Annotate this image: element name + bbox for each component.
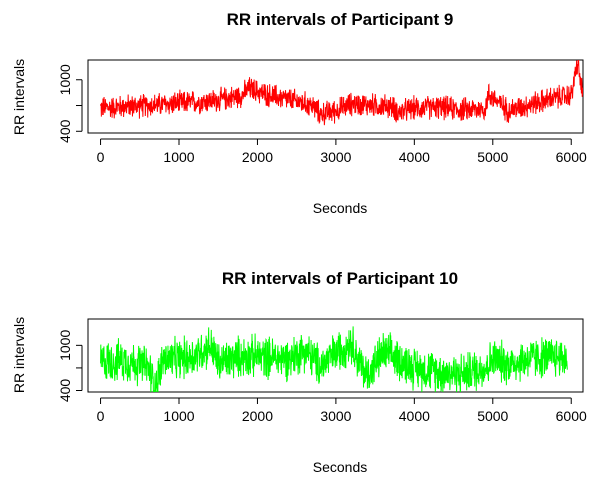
chart-panel-participant-10: RR intervals of Participant 10 0 1000 2000… <box>11 269 587 475</box>
y-tick-label: 1000 <box>57 64 73 95</box>
chart-title: RR intervals of Participant 9 <box>227 10 454 29</box>
y-tick-label: 400 <box>57 119 73 143</box>
x-tick-label: 1000 <box>163 408 194 424</box>
series-participant-9 <box>100 60 583 126</box>
plot-frame <box>87 318 584 393</box>
y-axis: 400 1000 <box>57 330 83 403</box>
x-axis: 0 1000 2000 3000 4000 5000 6000 <box>97 397 587 424</box>
x-tick-label: 2000 <box>242 149 273 165</box>
chart-panel-participant-9: RR intervals of Participant 9 0 1000 2000 3… <box>11 10 587 216</box>
x-tick-label: 3000 <box>320 408 351 424</box>
series-line <box>100 326 568 392</box>
y-axis: 400 1000 <box>57 64 83 143</box>
series-participant-10 <box>100 326 568 392</box>
x-tick-label: 2000 <box>242 408 273 424</box>
y-axis-label: RR intervals <box>11 317 27 393</box>
x-axis-label: Seconds <box>313 459 367 475</box>
x-axis-label: Seconds <box>313 200 367 216</box>
x-tick-label: 0 <box>97 408 105 424</box>
y-tick-label: 400 <box>57 379 73 403</box>
y-axis-label: RR intervals <box>11 59 27 135</box>
x-axis: 0 1000 2000 3000 4000 5000 6000 <box>97 138 587 165</box>
x-tick-label: 0 <box>97 149 105 165</box>
chart-title: RR intervals of Participant 10 <box>222 269 458 288</box>
x-tick-label: 3000 <box>320 149 351 165</box>
x-tick-label: 5000 <box>477 149 508 165</box>
x-tick-label: 1000 <box>163 149 194 165</box>
x-tick-label: 4000 <box>399 149 430 165</box>
plot-frame <box>87 59 584 134</box>
x-tick-label: 6000 <box>556 149 587 165</box>
x-tick-label: 6000 <box>556 408 587 424</box>
x-tick-label: 5000 <box>477 408 508 424</box>
series-line <box>100 60 583 126</box>
y-tick-label: 1000 <box>57 330 73 361</box>
x-tick-label: 4000 <box>399 408 430 424</box>
